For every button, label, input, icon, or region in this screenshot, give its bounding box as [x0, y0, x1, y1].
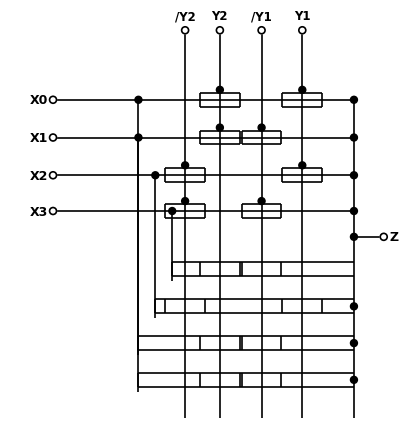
Circle shape [50, 97, 57, 104]
Circle shape [50, 135, 57, 142]
Circle shape [299, 87, 306, 94]
Circle shape [217, 87, 223, 94]
Text: Y1: Y1 [294, 10, 311, 23]
Circle shape [351, 234, 358, 241]
Circle shape [258, 198, 265, 205]
Circle shape [380, 234, 387, 241]
Circle shape [169, 208, 176, 215]
Circle shape [50, 173, 57, 179]
Circle shape [182, 162, 189, 170]
Text: /Y2: /Y2 [175, 10, 196, 23]
Text: X1: X1 [29, 132, 48, 145]
Text: Z: Z [390, 231, 399, 244]
Circle shape [351, 135, 358, 142]
Circle shape [135, 97, 142, 104]
Text: Y2: Y2 [212, 10, 228, 23]
Circle shape [182, 198, 189, 205]
Circle shape [351, 340, 358, 347]
Circle shape [299, 162, 306, 170]
Circle shape [351, 303, 358, 310]
Circle shape [182, 28, 189, 35]
Circle shape [351, 173, 358, 179]
Circle shape [217, 28, 223, 35]
Circle shape [258, 125, 265, 132]
Text: /Y1: /Y1 [251, 10, 272, 23]
Text: X3: X3 [30, 205, 48, 218]
Circle shape [351, 208, 358, 215]
Circle shape [50, 208, 57, 215]
Text: X0: X0 [29, 94, 48, 107]
Circle shape [258, 28, 265, 35]
Circle shape [217, 125, 223, 132]
Circle shape [351, 97, 358, 104]
Circle shape [299, 28, 306, 35]
Circle shape [152, 173, 159, 179]
Circle shape [351, 377, 358, 383]
Circle shape [135, 135, 142, 142]
Text: X2: X2 [29, 170, 48, 182]
